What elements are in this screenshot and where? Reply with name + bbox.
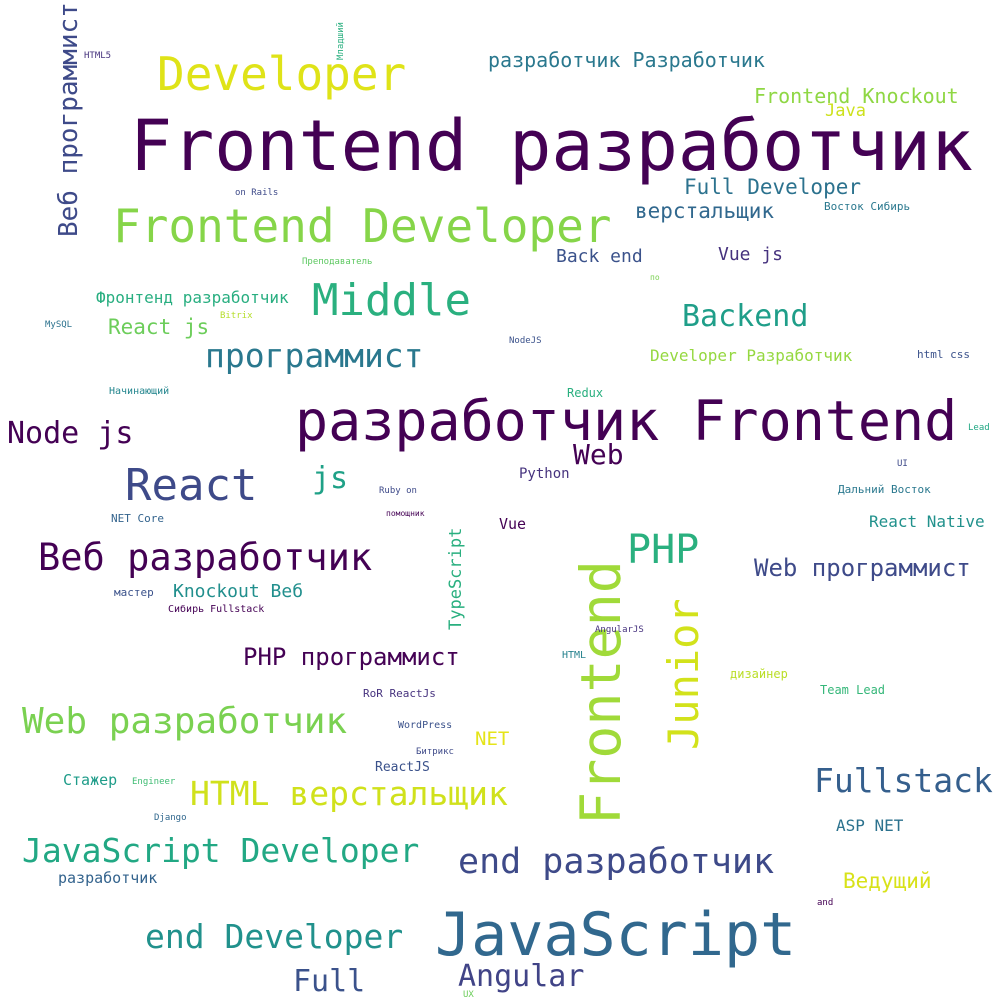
word-13: PHP <box>627 527 699 573</box>
word-26: js <box>312 461 348 496</box>
word-28: разработчик Разработчик <box>488 48 765 72</box>
word-8: Junior <box>659 598 708 750</box>
word-76: Lead <box>968 423 990 433</box>
word-50: Дальний Восток <box>838 483 931 496</box>
word-27: Web <box>573 438 624 471</box>
word-58: Сибирь Fullstack <box>168 603 264 615</box>
word-19: Веб программист <box>54 2 84 237</box>
word-17: HTML верстальщик <box>190 774 508 813</box>
word-45: Python <box>519 466 570 482</box>
word-73: HTML5 <box>84 51 111 61</box>
word-12: Web разработчик <box>22 701 347 742</box>
word-49: Восток Сибирь <box>824 200 910 213</box>
word-78: and <box>817 898 833 908</box>
word-33: Фронтенд разработчик <box>96 288 289 307</box>
word-54: Redux <box>567 386 603 400</box>
word-62: Битрикс <box>416 747 454 757</box>
word-22: Angular <box>458 959 584 994</box>
word-63: Engineer <box>132 777 176 787</box>
word-75: по <box>650 273 660 282</box>
word-64: Django <box>154 813 187 823</box>
word-4: Frontend <box>569 560 633 825</box>
word-38: React Native <box>869 512 985 531</box>
word-34: Knockout Веб <box>173 581 303 602</box>
word-11: end разработчик <box>458 842 774 882</box>
word-77: UI <box>897 459 908 469</box>
word-39: Ведущий <box>843 869 932 893</box>
word-2: разработчик Frontend <box>295 389 957 453</box>
word-37: Developer Разработчик <box>650 346 853 365</box>
word-43: Стажер <box>63 771 117 789</box>
word-21: Backend <box>682 299 808 334</box>
word-79: UX <box>463 990 474 1000</box>
word-20: Node js <box>7 416 133 451</box>
word-18: end Developer <box>145 917 403 956</box>
word-74: Младший <box>336 22 346 60</box>
word-55: Начинающий <box>109 385 169 397</box>
word-3: JavaScript <box>435 900 796 970</box>
word-9: React <box>125 460 257 511</box>
word-25: PHP программист <box>243 643 460 671</box>
word-56: NET Core <box>111 512 164 525</box>
word-7: Middle <box>312 275 471 326</box>
word-60: HTML <box>562 650 586 661</box>
word-51: html css <box>917 348 970 361</box>
word-24: Web программист <box>754 554 971 582</box>
word-44: разработчик <box>58 869 157 887</box>
word-16: JavaScript Developer <box>22 831 419 870</box>
word-10: Веб разработчик <box>38 536 372 579</box>
word-6: Frontend Developer <box>113 199 612 253</box>
word-53: дизайнер <box>730 667 788 681</box>
word-67: помощник <box>386 509 425 518</box>
word-70: Bitrix <box>220 311 253 321</box>
word-71: Преподаватель <box>302 257 372 267</box>
word-41: ASP NET <box>836 816 904 835</box>
word-23: Full <box>293 964 365 999</box>
word-36: Vue js <box>718 244 783 265</box>
word-57: мастер <box>114 586 154 599</box>
word-72: on Rails <box>235 188 278 198</box>
word-15: Fullstack <box>814 761 993 800</box>
word-32: React js <box>108 315 209 339</box>
word-5: Developer <box>157 47 406 101</box>
word-48: ReactJS <box>375 760 430 775</box>
word-46: Java <box>825 101 866 121</box>
word-52: Team Lead <box>820 683 885 697</box>
word-14: программист <box>205 336 424 375</box>
word-68: NodeJS <box>509 336 542 346</box>
word-66: Ruby on <box>379 486 417 496</box>
word-35: Back end <box>556 246 643 267</box>
word-61: WordPress <box>398 720 452 731</box>
word-1: Frontend разработчик <box>130 105 973 187</box>
word-30: Full Developer <box>684 175 861 199</box>
word-31: верстальщик <box>635 199 774 223</box>
word-69: MySQL <box>45 320 72 330</box>
word-29: Frontend Knockout <box>754 84 959 108</box>
word-59: RoR ReactJs <box>363 687 436 700</box>
word-47: Vue <box>499 515 526 533</box>
word-40: TypeScript <box>446 528 466 630</box>
word-42: NET <box>475 728 509 750</box>
word-65: AngularJS <box>595 625 644 635</box>
